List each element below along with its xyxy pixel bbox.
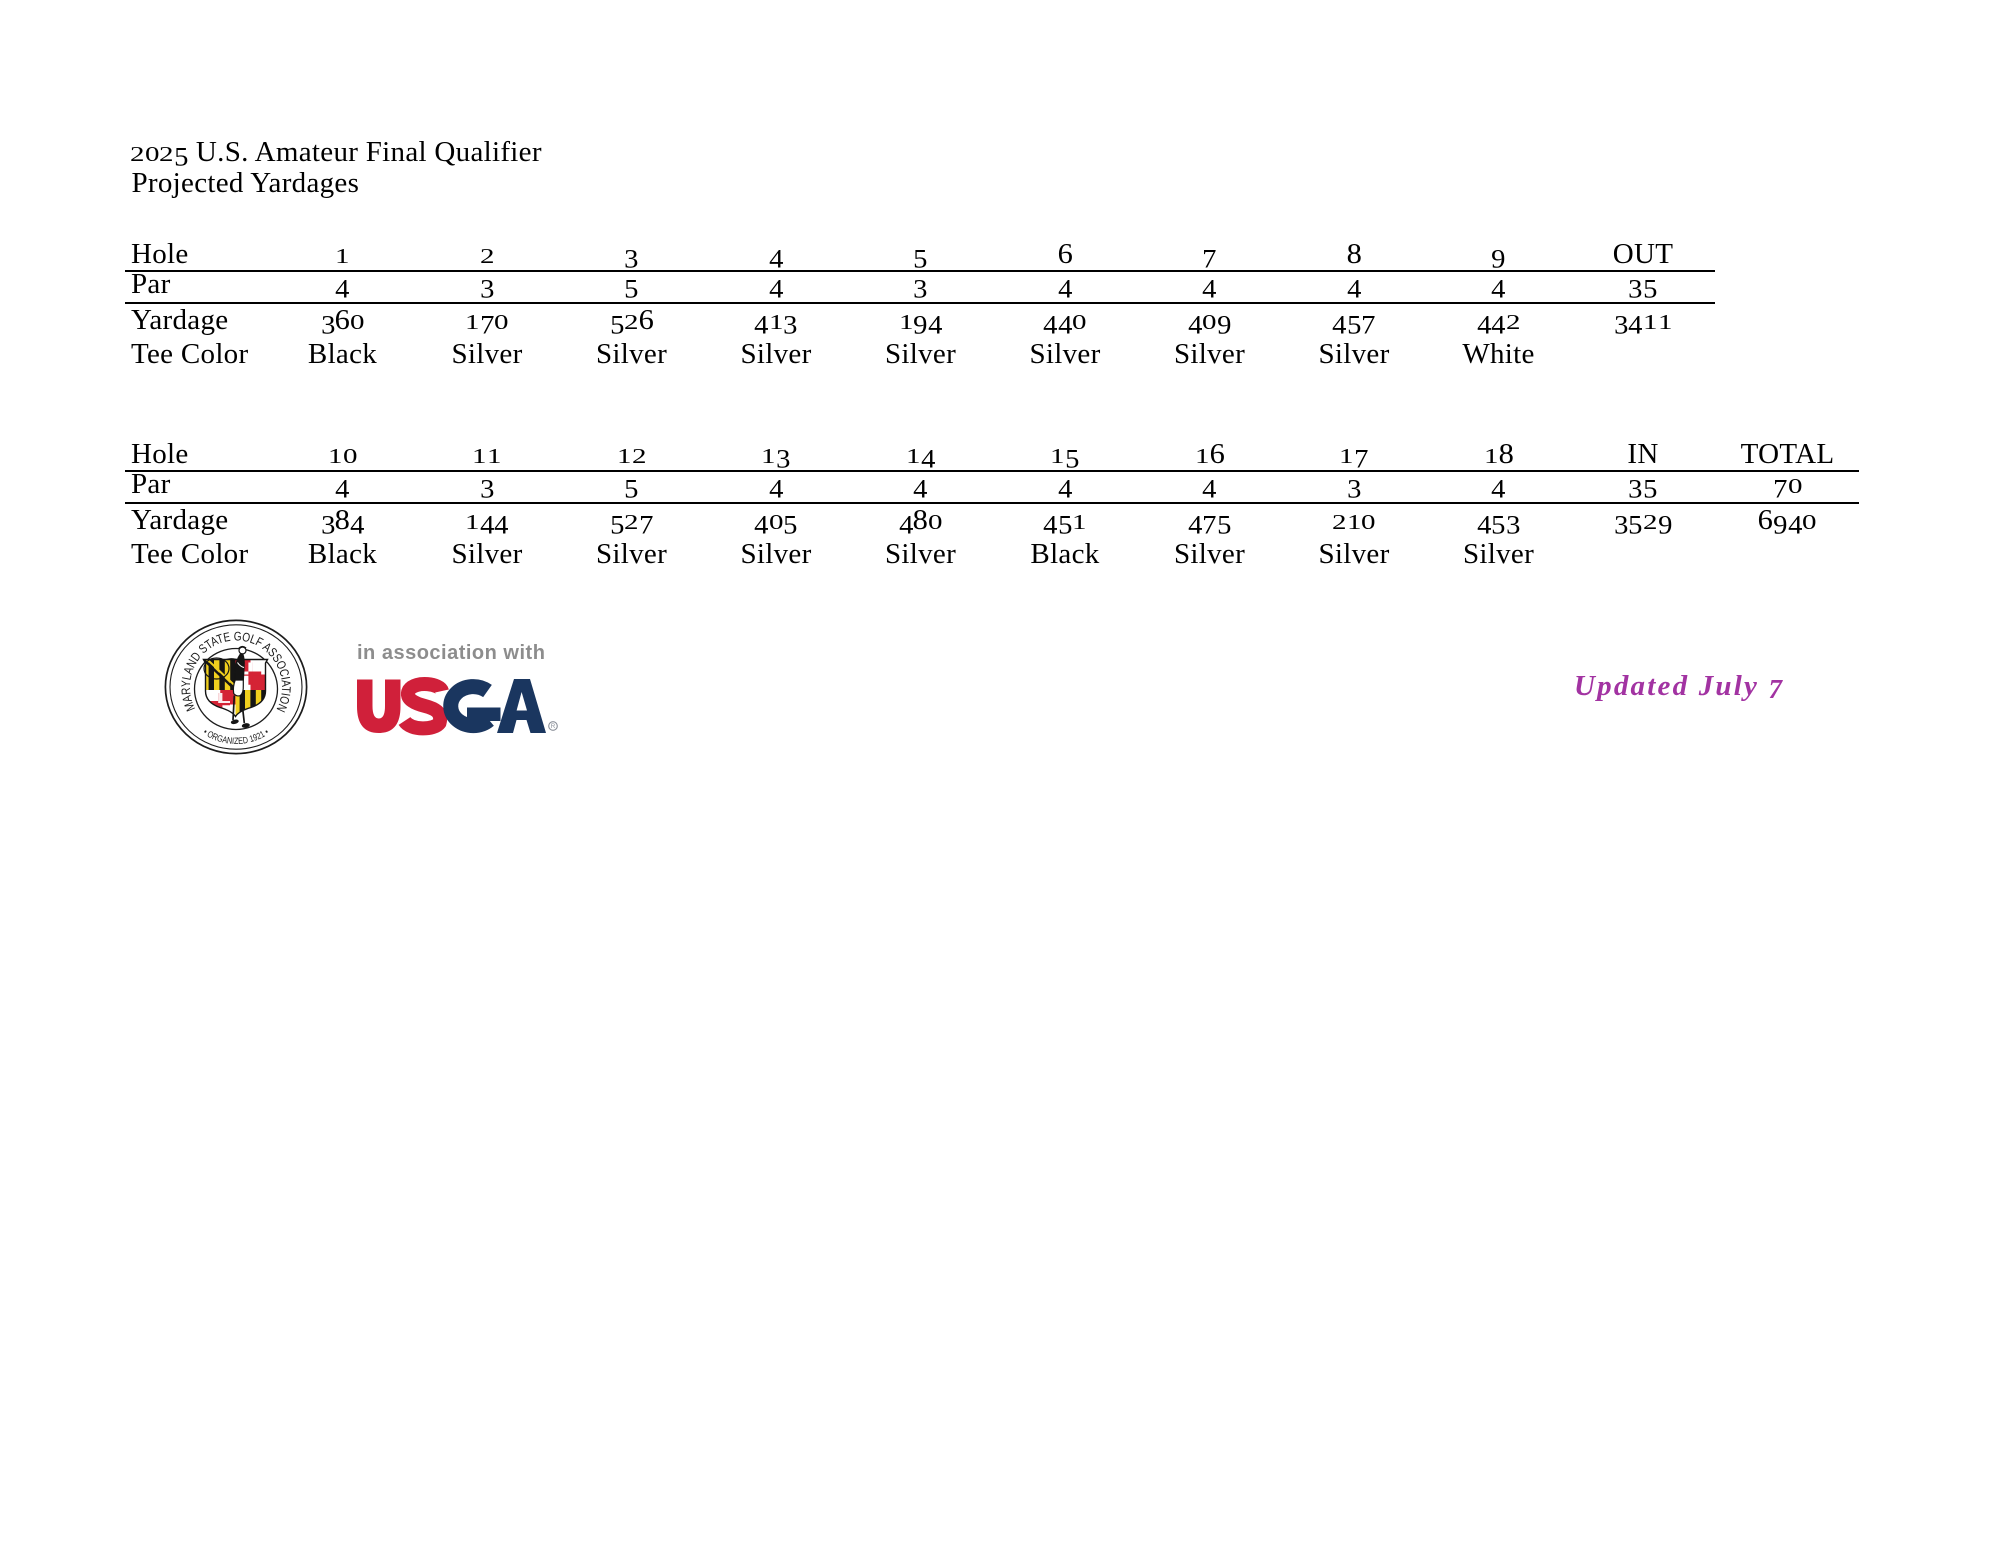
svg-text:R: R: [551, 723, 556, 730]
